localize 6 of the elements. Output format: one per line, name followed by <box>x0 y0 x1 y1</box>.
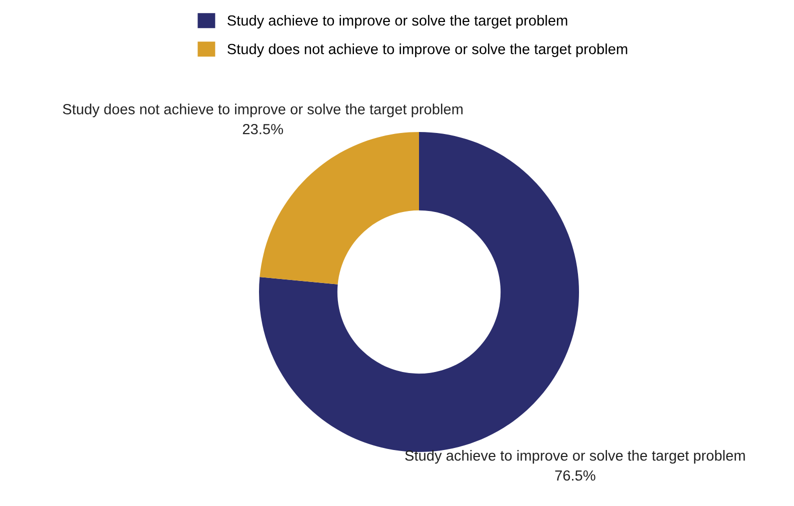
slice-label: Study achieve to improve or solve the target problem <box>405 450 745 464</box>
data-label: 23.5% <box>242 124 284 134</box>
data-label: 76.5% <box>555 470 596 481</box>
legend-label: Study achieve to improve or solve the target problem <box>228 14 568 29</box>
slice-label: Study does not achieve to improve or solve the target problem <box>62 104 463 118</box>
legend-label: Study does not achieve to improve or solve the target problem <box>228 44 628 58</box>
